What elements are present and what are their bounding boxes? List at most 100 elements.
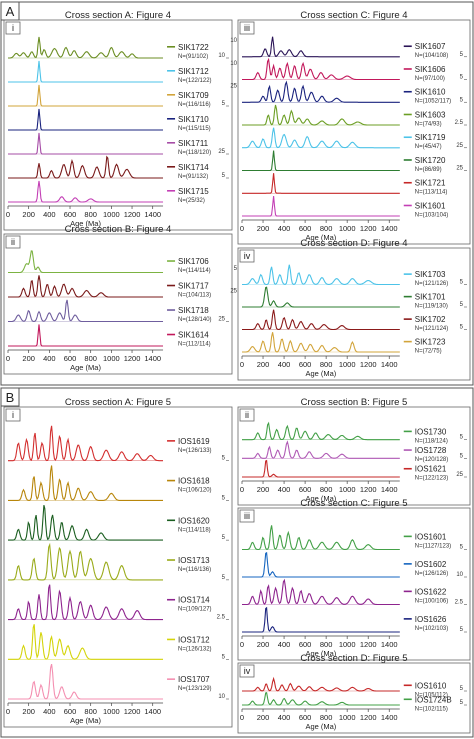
x-tick-label: 1000 xyxy=(339,360,356,369)
x-axis-label: Age (Ma) xyxy=(305,494,336,503)
legend-sample-count: N=(121/126) xyxy=(415,281,449,287)
x-tick-label: 1200 xyxy=(124,707,141,716)
scale-tick-label: 5 xyxy=(222,495,226,501)
scale-tick-label-left: 25 xyxy=(230,84,237,90)
panel-frame xyxy=(3,233,233,375)
series-curve-sik1721 xyxy=(242,173,400,194)
panel-numeral-box xyxy=(239,249,255,263)
panel-a-iii: iii Cross section C: Figure 4 SIK1607 N=(10… xyxy=(230,10,471,245)
scale-tick-label: 25 xyxy=(456,472,463,478)
scale-tick-label-left: 5 xyxy=(234,266,238,272)
legend-sample-count: N=(104/108) xyxy=(415,53,449,59)
panel-b-iv: iv Cross section D: Figure 5 IOS1610 N=(105… xyxy=(237,653,471,734)
x-tick-label: 600 xyxy=(299,360,312,369)
legend-sample-count: N=(104/113) xyxy=(178,293,211,299)
legend-sample-name: SIK1723 xyxy=(415,338,446,347)
panel-numeral-box xyxy=(239,664,255,678)
x-tick-label: 0 xyxy=(240,360,244,369)
series-curve-sik1610 xyxy=(242,80,400,103)
x-axis-label: Age (Ma) xyxy=(70,716,101,725)
scale-tick-label: 5 xyxy=(460,545,464,551)
x-tick-label: 1400 xyxy=(381,224,398,233)
series-curve-sik1720 xyxy=(242,150,400,172)
series-curve-ios1602 xyxy=(242,551,400,578)
scale-tick-label: 2.5 xyxy=(455,600,464,606)
panel-a-i: i Cross section A: Figure 4 SIK1722 N=(91/1… xyxy=(3,10,233,231)
x-axis-label: Age (Ma) xyxy=(70,363,101,372)
legend-sample-name: IOS1620 xyxy=(178,516,210,525)
scale-tick-label: 5 xyxy=(460,52,464,58)
part-b-frame xyxy=(0,387,474,738)
scale-tick-label: 2.5 xyxy=(455,120,464,126)
series-curve-ios1621 xyxy=(242,459,400,478)
x-tick-label: 200 xyxy=(22,707,35,716)
x-tick-label: 200 xyxy=(257,640,270,649)
legend-sample-name: SIK1718 xyxy=(178,306,209,315)
panel-frame xyxy=(237,19,471,245)
legend-sample-name: IOS1602 xyxy=(415,560,447,569)
x-tick-label: 400 xyxy=(278,640,291,649)
legend-sample-name: IOS1622 xyxy=(415,587,447,596)
scale-tick-label: 5 xyxy=(222,654,226,660)
panel-numeral: i xyxy=(12,23,14,33)
legend-sample-name: SIK1720 xyxy=(415,156,446,165)
x-tick-label: 800 xyxy=(84,210,97,219)
series-curve-ios1610 xyxy=(242,676,400,692)
series-curve-sik1710 xyxy=(8,108,163,131)
panel-numeral: i xyxy=(12,410,14,420)
panel-a-iv: iv Cross section D: Figure 4 SIK1703 N=(121… xyxy=(230,238,471,381)
panel-numeral-box xyxy=(5,235,21,249)
scale-tick-label-left: 10 xyxy=(230,61,237,67)
panel-numeral-box xyxy=(5,408,21,422)
x-tick-label: 400 xyxy=(278,485,291,494)
legend-sample-name: SIK1721 xyxy=(415,179,446,188)
legend-sample-count: N=(91/132) xyxy=(178,174,208,180)
x-tick-label: 1400 xyxy=(381,360,398,369)
panel-numeral: ii xyxy=(245,410,249,420)
panel-numeral-box xyxy=(239,509,255,523)
series-curve-sik1606 xyxy=(242,57,400,81)
x-tick-label: 200 xyxy=(257,360,270,369)
legend-sample-name: SIK1715 xyxy=(178,187,209,196)
legend-sample-count: N=(118/124) xyxy=(415,438,448,444)
legend-sample-count: N=(112/114) xyxy=(178,342,211,348)
scale-tick-label: 2.5 xyxy=(217,615,226,621)
panel-numeral-box xyxy=(239,21,255,35)
panel-title: Cross section D: Figure 5 xyxy=(300,653,407,664)
x-tick-label: 200 xyxy=(257,713,270,722)
panel-b-iii: iii Cross section C: Figure 5 IOS1601 N=(11… xyxy=(237,498,471,661)
legend-sample-name: IOS1618 xyxy=(178,477,210,486)
series-curve-sik1614 xyxy=(8,324,163,347)
panel-numeral: iv xyxy=(244,251,251,261)
scale-tick-label: 5 xyxy=(460,280,464,286)
legend-sample-count: N=(126/132) xyxy=(178,646,212,652)
legend-sample-name: SIK1722 xyxy=(178,43,209,52)
legend-sample-count: N=(45/47) xyxy=(415,144,442,150)
series-curve-ios1714 xyxy=(8,584,163,621)
legend-sample-count: N=(102/115) xyxy=(415,706,448,712)
x-axis-label: Age (Ma) xyxy=(305,649,336,658)
x-tick-label: 1200 xyxy=(360,224,377,233)
legend-sample-count: N=(72/75) xyxy=(415,349,442,355)
series-curve-ios1626 xyxy=(242,606,400,633)
x-axis-label: Age (Ma) xyxy=(305,369,336,378)
legend-sample-count: N=(1052/117) xyxy=(415,99,451,105)
x-tick-label: 1000 xyxy=(339,640,356,649)
legend-sample-count: N=(126/133) xyxy=(178,448,212,454)
legend-sample-count: N=(105/112) xyxy=(415,692,448,698)
legend-sample-count: N=(91/102) xyxy=(178,54,208,60)
legend-sample-count: N=(100/106) xyxy=(415,598,449,604)
x-tick-label: 600 xyxy=(64,354,77,363)
legend-sample-name: IOS1619 xyxy=(178,437,210,446)
panel-frame xyxy=(237,406,471,506)
series-curve-ios1619 xyxy=(8,425,163,462)
legend-sample-name: SIK1717 xyxy=(178,282,209,291)
legend-sample-count: N=(123/129) xyxy=(178,686,212,692)
series-curve-sik1703 xyxy=(242,264,400,286)
x-tick-label: 1000 xyxy=(339,713,356,722)
x-tick-label: 0 xyxy=(240,224,244,233)
scale-tick-label: 5 xyxy=(222,101,226,107)
legend-sample-name: SIK1601 xyxy=(415,201,446,210)
panel-title: Cross section A: Figure 5 xyxy=(65,397,171,408)
panel-numeral: ii xyxy=(11,237,15,247)
